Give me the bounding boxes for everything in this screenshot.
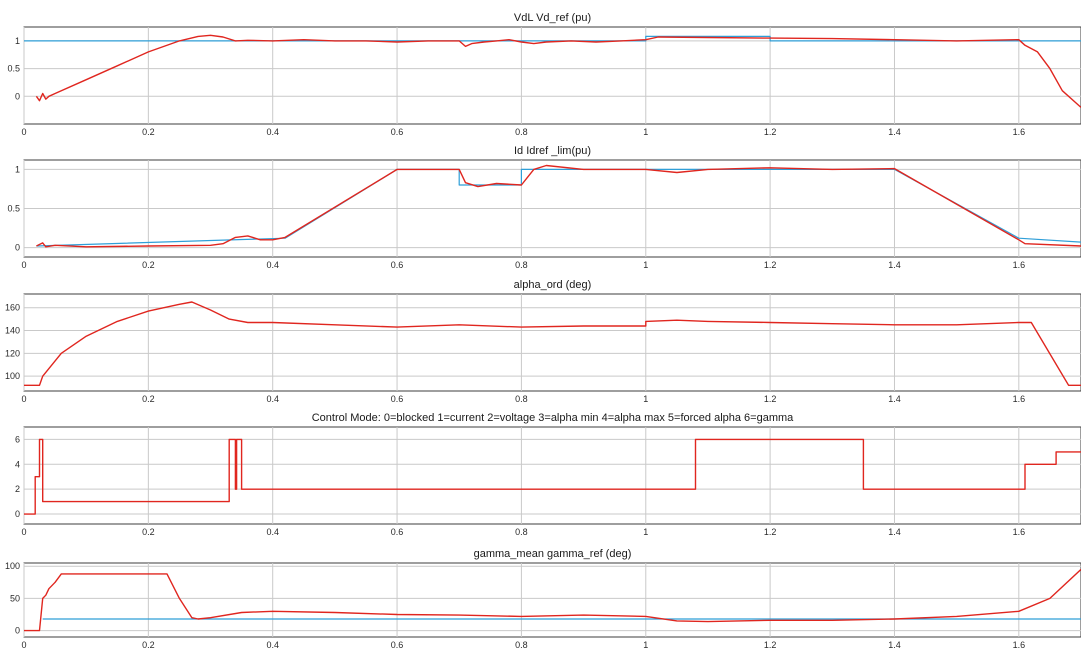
x-tick-label: 1.2 bbox=[764, 527, 777, 537]
x-tick-label: 0.4 bbox=[266, 527, 279, 537]
x-tick-label: 0 bbox=[21, 260, 26, 270]
x-tick-label: 1 bbox=[643, 394, 648, 404]
y-tick-label: 2 bbox=[15, 484, 20, 494]
x-tick-label: 1.6 bbox=[1013, 260, 1026, 270]
plot-title: Control Mode: 0=blocked 1=current 2=volt… bbox=[312, 412, 794, 424]
y-tick-label: 160 bbox=[5, 303, 20, 313]
series-line-1 bbox=[24, 438, 1081, 515]
x-tick-label: 0.8 bbox=[515, 640, 528, 650]
x-tick-label: 1 bbox=[643, 640, 648, 650]
x-tick-label: 0 bbox=[21, 527, 26, 537]
y-tick-label: 120 bbox=[5, 348, 20, 358]
plot-area-frame bbox=[23, 562, 1081, 638]
scope-panel-3: alpha_ord (deg) 0 0.2 0.4 0.6 0.8 1 1.2 1.4 1.6 10… bbox=[5, 279, 1081, 404]
x-tick-label: 1.6 bbox=[1013, 527, 1026, 537]
series-line-2 bbox=[35, 34, 1081, 108]
series-line-1 bbox=[24, 35, 1081, 42]
y-tick-label: 1 bbox=[15, 164, 20, 174]
x-tick-label: 0.4 bbox=[266, 640, 279, 650]
x-tick-label: 0.4 bbox=[266, 394, 279, 404]
plot-area-frame bbox=[23, 26, 1081, 125]
y-tick-label: 50 bbox=[10, 593, 20, 603]
y-tick-label: 0 bbox=[15, 243, 20, 253]
x-tick-label: 1.2 bbox=[764, 260, 777, 270]
y-tick-label: 100 bbox=[5, 561, 20, 571]
x-tick-label: 1.4 bbox=[888, 127, 901, 137]
x-tick-label: 0.8 bbox=[515, 527, 528, 537]
x-tick-label: 1 bbox=[643, 527, 648, 537]
x-tick-label: 1.2 bbox=[764, 127, 777, 137]
x-tick-label: 0 bbox=[21, 394, 26, 404]
y-tick-label: 6 bbox=[15, 434, 20, 444]
y-tick-label: 0.5 bbox=[7, 204, 20, 214]
y-tick-label: 100 bbox=[5, 371, 20, 381]
x-tick-label: 0.6 bbox=[391, 394, 404, 404]
scope-panel-5: gamma_mean gamma_ref (deg) 0 0.2 0.4 0.6 0.8 1… bbox=[5, 548, 1081, 650]
x-tick-label: 0.2 bbox=[142, 527, 155, 537]
plot-area-frame bbox=[23, 293, 1081, 392]
x-tick-label: 0.8 bbox=[515, 394, 528, 404]
x-tick-label: 0 bbox=[21, 640, 26, 650]
scope-panel-1: VdL Vd_ref (pu) 0 0.2 0.4 0.6 0.8 1 1.2 1.4 1.6 0 0… bbox=[7, 12, 1081, 137]
x-tick-label: 0.8 bbox=[515, 260, 528, 270]
x-tick-label: 0.4 bbox=[266, 260, 279, 270]
series-line-2 bbox=[36, 164, 1081, 248]
series-line-2 bbox=[24, 568, 1081, 632]
y-tick-label: 0 bbox=[15, 626, 20, 636]
x-tick-label: 1 bbox=[643, 260, 648, 270]
y-tick-label: 0 bbox=[15, 91, 20, 101]
x-tick-label: 0.6 bbox=[391, 260, 404, 270]
x-tick-label: 0.6 bbox=[391, 527, 404, 537]
x-tick-label: 0.6 bbox=[391, 127, 404, 137]
plot-title: Id Idref _lim(pu) bbox=[514, 145, 591, 157]
x-tick-label: 0.4 bbox=[266, 127, 279, 137]
x-tick-label: 0.2 bbox=[142, 260, 155, 270]
x-tick-label: 0 bbox=[21, 127, 26, 137]
x-tick-label: 1.6 bbox=[1013, 640, 1026, 650]
x-tick-label: 1.4 bbox=[888, 640, 901, 650]
x-tick-label: 1.6 bbox=[1013, 127, 1026, 137]
x-tick-label: 1.4 bbox=[888, 394, 901, 404]
series-line-1 bbox=[24, 301, 1081, 386]
x-tick-label: 1.4 bbox=[888, 527, 901, 537]
y-tick-label: 140 bbox=[5, 326, 20, 336]
plot-title: VdL Vd_ref (pu) bbox=[514, 12, 591, 24]
x-tick-label: 1.2 bbox=[764, 394, 777, 404]
y-tick-label: 0 bbox=[15, 509, 20, 519]
x-tick-label: 0.2 bbox=[142, 640, 155, 650]
scope-panel-4: Control Mode: 0=blocked 1=current 2=volt… bbox=[15, 412, 1081, 537]
x-tick-label: 1 bbox=[643, 127, 648, 137]
plot-title: gamma_mean gamma_ref (deg) bbox=[474, 548, 632, 560]
plot-area-frame bbox=[23, 426, 1081, 525]
plot-title: alpha_ord (deg) bbox=[514, 279, 592, 291]
scope-panel-2: Id Idref _lim(pu) 0 0.2 0.4 0.6 0.8 1 1.2 1.4 1.6… bbox=[7, 145, 1081, 270]
x-tick-label: 1.2 bbox=[764, 640, 777, 650]
x-tick-label: 0.2 bbox=[142, 394, 155, 404]
y-tick-label: 0.5 bbox=[7, 64, 20, 74]
y-tick-label: 1 bbox=[15, 36, 20, 46]
x-tick-label: 0.8 bbox=[515, 127, 528, 137]
y-tick-label: 4 bbox=[15, 459, 20, 469]
x-tick-label: 0.6 bbox=[391, 640, 404, 650]
x-tick-label: 1.6 bbox=[1013, 394, 1026, 404]
x-tick-label: 1.4 bbox=[888, 260, 901, 270]
x-tick-label: 0.2 bbox=[142, 127, 155, 137]
